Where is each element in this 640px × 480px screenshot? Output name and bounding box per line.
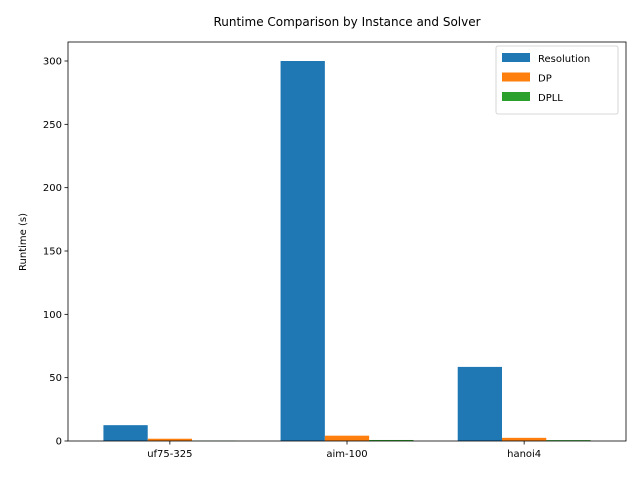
bar-dp-hanoi4 <box>502 437 547 441</box>
legend-label-dpll: DPLL <box>538 93 563 104</box>
bar-resolution-hanoi4 <box>457 366 502 441</box>
bar-resolution-aim-100 <box>280 61 325 441</box>
legend-swatch-dpll <box>502 92 530 101</box>
x-tick-label: aim-100 <box>326 449 367 460</box>
y-axis-label: Runtime (s) <box>18 213 29 271</box>
legend-swatch-resolution <box>502 53 530 62</box>
x-tick-label: uf75-325 <box>147 449 192 460</box>
y-tick-label: 100 <box>43 310 62 321</box>
x-tick-label: hanoi4 <box>507 449 541 460</box>
legend: Resolution DP DPLL <box>495 45 619 115</box>
bar-dp-uf75-325 <box>147 438 192 441</box>
bar-dpll-hanoi4 <box>546 440 591 441</box>
bar-resolution-uf75-325 <box>103 425 148 441</box>
bar-dp-aim-100 <box>324 435 370 441</box>
legend-swatch-dp <box>502 72 530 82</box>
legend-label-dp: DP <box>538 74 552 85</box>
plot-area: 0 50 100 150 200 250 300 uf75-325 aim-100 hanoi4 <box>43 57 591 460</box>
y-tick-label: 0 <box>56 437 62 448</box>
legend-label-resolution: Resolution <box>538 54 590 65</box>
axes-frame <box>67 41 627 442</box>
chart-title: Runtime Comparison by Instance and Solve… <box>213 15 480 29</box>
y-tick-label: 50 <box>49 373 62 384</box>
y-tick-label: 150 <box>43 247 62 258</box>
y-tick-label: 250 <box>43 120 62 131</box>
y-tick-label: 200 <box>43 183 62 194</box>
y-tick-label: 300 <box>43 57 62 68</box>
bar-dpll-aim-100 <box>369 439 414 441</box>
